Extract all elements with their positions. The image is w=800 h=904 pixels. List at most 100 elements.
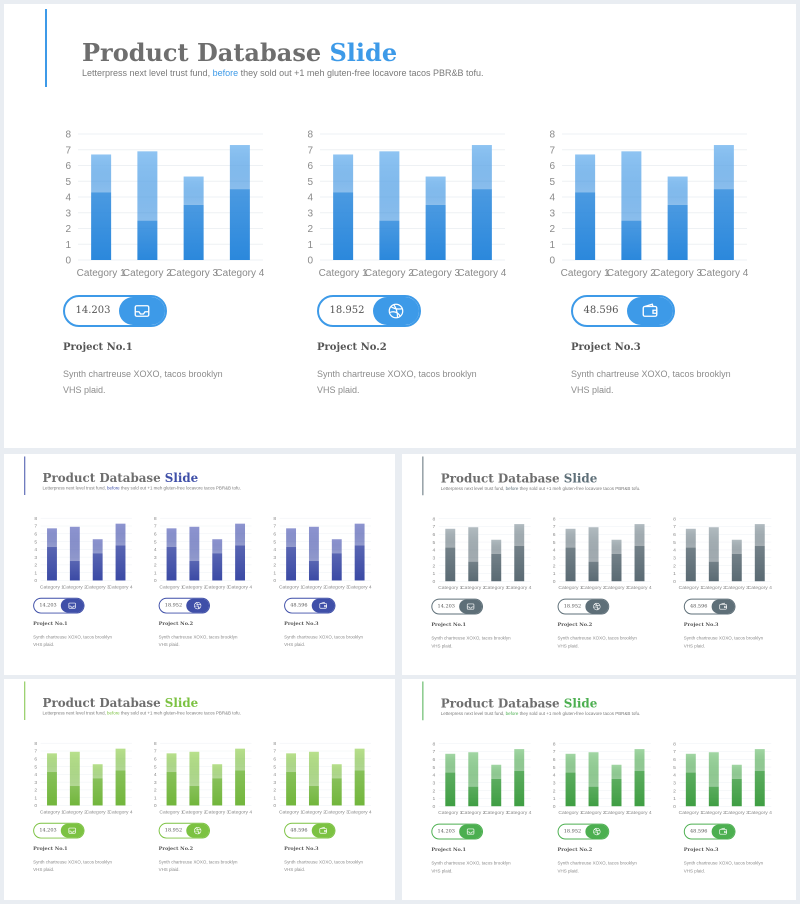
x-tick-label: Category 1 [159,584,183,590]
bar-segment [468,561,479,582]
subtitle-pre: Letterpress next level trust fund, [440,485,505,491]
y-tick-label: 4 [154,772,157,778]
y-tick-label: 2 [553,788,556,794]
bar-segment [685,528,696,548]
y-tick-label: 2 [673,563,676,569]
y-tick-label: 1 [673,796,676,802]
y-tick-label: 4 [673,548,676,554]
y-tick-label: 1 [307,240,313,251]
bar-segment [286,753,297,773]
x-tick-label: Category 3 [604,585,629,591]
x-tick-label: Category 4 [748,585,773,591]
y-tick-label: 6 [549,161,555,172]
bar-segment [468,527,479,562]
y-tick-label: 6 [673,757,676,763]
bar-segment [685,772,696,807]
project-value: 14.203 [39,827,57,834]
bar-segment [166,547,177,581]
bar-segment [189,786,200,806]
bar-segment [731,539,742,554]
y-tick-label: 7 [154,749,157,755]
y-tick-label: 0 [553,804,556,810]
bar-segment [379,151,400,221]
bar-segment [575,154,596,193]
bar-segment [685,547,696,582]
y-tick-label: 5 [553,765,556,771]
project-value-pill: 18.952 [158,822,210,839]
title-main: Product Database [42,695,161,711]
y-tick-label: 3 [154,555,157,561]
y-tick-label: 7 [34,524,37,530]
y-tick-label: 7 [673,524,676,530]
bar-segment [667,176,688,205]
bar-segment [565,547,576,582]
y-tick-label: 3 [433,555,436,561]
y-tick-label: 1 [553,796,556,802]
bar-segment [331,764,342,779]
slide-subtitle: Letterpress next level trust fund, befor… [441,486,641,491]
bar-segment [667,204,688,260]
project-description: Synth chartreuse XOXO, tacos brooklyn VH… [33,634,112,648]
y-tick-label: 7 [553,524,556,530]
dribbble-icon [585,599,609,614]
y-tick-label: 1 [673,571,676,577]
y-tick-label: 2 [549,224,555,235]
y-tick-label: 0 [673,579,676,585]
bar-segment [115,523,126,546]
y-tick-label: 5 [273,539,276,545]
bar-segment [115,545,126,581]
y-tick-label: 4 [549,193,555,204]
project-value-pill: 48.596 [284,822,336,839]
x-tick-label: Category 4 [627,585,652,591]
y-tick-label: 8 [433,516,436,522]
x-tick-label: Category 2 [302,584,326,590]
project-title: Project No.3 [571,342,641,353]
slide-thumbnail-green: Product Database Slide Letterpress next … [402,679,796,900]
project-description: Synth chartreuse XOXO, tacos brooklyn VH… [683,860,764,874]
wallet-icon [311,598,335,613]
bar-segment [588,752,599,787]
bar-segment [189,751,200,787]
x-tick-label: Category 3 [725,585,750,591]
bar-segment [565,528,576,548]
subtitle-pre: Letterpress next level trust fund, [82,68,211,78]
bar-segment [621,220,642,260]
x-tick-label: Category 4 [457,268,506,279]
y-tick-label: 0 [549,256,555,267]
project-value-pill: 14.203 [431,598,484,615]
y-tick-label: 4 [553,773,556,779]
project-value-pill: 14.203 [33,822,85,839]
project-description: Synth chartreuse XOXO, tacos brooklyn VH… [63,369,223,395]
bar-segment [331,778,342,806]
x-tick-label: Category 2 [581,585,606,591]
project-description: Synth chartreuse XOXO, tacos brooklyn VH… [317,369,477,395]
y-tick-label: 6 [34,532,37,538]
y-tick-label: 2 [273,563,276,569]
x-tick-label: Category 3 [205,584,229,590]
bar-segment [212,778,223,806]
slide-subtitle: Letterpress next level trust fund, befor… [441,711,641,716]
bar-segment [731,764,742,779]
project-value-pill: 48.596 [571,295,675,327]
y-tick-label: 2 [34,563,37,569]
y-tick-label: 7 [34,749,37,755]
bar-segment [491,553,502,582]
bar-segment [713,145,734,190]
y-tick-label: 7 [433,524,436,530]
project-value: 14.203 [39,602,57,609]
project-value: 18.952 [563,828,582,835]
bar-segment [621,151,642,221]
y-tick-label: 0 [154,578,157,584]
bar-segment [445,547,456,582]
title-accent-bar [24,456,26,496]
y-tick-label: 1 [273,570,276,576]
title-main: Product Database [82,38,322,67]
slide-subtitle: Letterpress next level trust fund, befor… [82,68,484,78]
y-tick-label: 4 [307,193,313,204]
project-value: 18.952 [164,827,183,834]
project-value-pill: 48.596 [683,823,736,840]
